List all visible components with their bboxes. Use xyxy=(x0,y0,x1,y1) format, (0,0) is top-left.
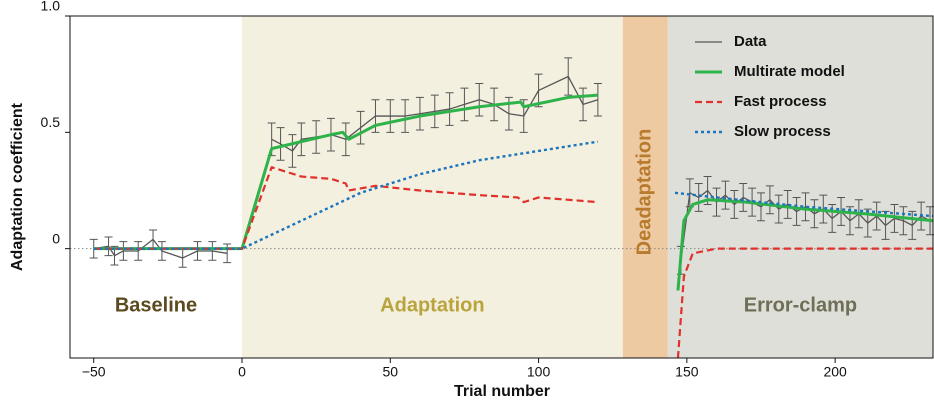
series-line xyxy=(93,75,931,261)
x-tick-label: 150 xyxy=(675,364,699,380)
region-label: Error-clamp xyxy=(744,294,857,316)
legend-label: Fast process xyxy=(734,93,827,110)
x-tick-label: 50 xyxy=(382,364,398,380)
series-line xyxy=(93,93,934,291)
region-label: Deadaptation xyxy=(634,129,656,256)
region-label: Adaptation xyxy=(380,294,484,316)
series-line xyxy=(93,140,934,250)
x-axis-label: Trial number xyxy=(454,383,550,400)
plot-frame xyxy=(69,15,934,359)
x-tick-label: 0 xyxy=(238,364,246,380)
region xyxy=(622,16,668,358)
series-line xyxy=(93,166,933,359)
region xyxy=(242,16,623,358)
y-axis-label: Adaptation coefficient xyxy=(9,102,26,271)
x-tick-label: −50 xyxy=(82,364,106,380)
x-tick-label: 100 xyxy=(527,364,551,380)
region-label: Baseline xyxy=(115,294,197,316)
legend-label: Slow process xyxy=(734,123,831,140)
y-tick-label: 1.0 xyxy=(41,0,61,14)
legend-label: Data xyxy=(734,33,767,50)
legend-label: Multirate model xyxy=(734,63,845,80)
x-tick-label: 200 xyxy=(823,364,847,380)
y-tick-label: 0 xyxy=(52,230,60,246)
region xyxy=(70,16,243,358)
y-tick-label: 0.5 xyxy=(41,114,61,130)
regions xyxy=(70,16,933,358)
error-bar xyxy=(223,243,232,264)
